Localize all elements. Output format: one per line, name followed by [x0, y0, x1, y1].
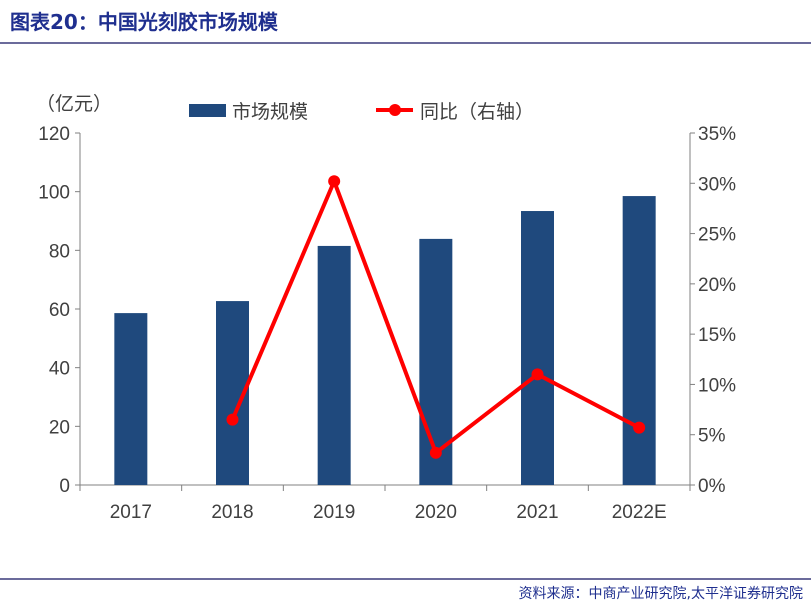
source-note: 资料来源：中商产业研究院,太平洋证券研究院 — [518, 586, 803, 602]
footer-divider — [0, 578, 811, 580]
y-tick-label: 0 — [59, 476, 70, 497]
legend-bar-swatch — [189, 104, 226, 117]
y2-tick-label: 30% — [698, 174, 736, 195]
x-tick-label: 2021 — [516, 502, 558, 523]
title-divider — [0, 42, 811, 44]
y2-tick-label: 20% — [698, 275, 736, 296]
y2-tick-label: 15% — [698, 325, 736, 346]
line-point — [633, 421, 646, 434]
y-tick-label: 80 — [49, 241, 70, 262]
y2-tick-label: 25% — [698, 225, 736, 246]
x-tick-label: 2022E — [612, 502, 667, 523]
bar — [317, 245, 351, 485]
x-tick-label: 2018 — [211, 502, 253, 523]
bar — [521, 211, 554, 485]
y-tick-label: 40 — [49, 359, 70, 380]
figure-title: 图表20：中国光刻胶市场规模 — [10, 10, 278, 34]
line-point — [531, 368, 544, 381]
x-tick-label: 2020 — [415, 502, 457, 523]
y2-tick-label: 5% — [698, 426, 726, 447]
legend-bar-label: 市场规模 — [232, 101, 308, 123]
y-tick-label: 120 — [38, 124, 70, 145]
x-tick-label: 2019 — [313, 502, 355, 523]
y2-tick-label: 10% — [698, 375, 736, 396]
x-tick-label: 2017 — [110, 502, 152, 523]
legend-line-marker — [389, 104, 401, 116]
y2-tick-label: 35% — [698, 124, 736, 145]
y2-tick-label: 0% — [698, 476, 726, 497]
line-point — [226, 413, 239, 426]
y-axis-unit: （亿元） — [36, 93, 112, 115]
bar — [114, 313, 148, 485]
y-tick-label: 20 — [49, 417, 70, 438]
y-tick-label: 60 — [49, 300, 70, 321]
y-tick-label: 100 — [38, 183, 70, 204]
legend-line-label: 同比（右轴） — [420, 101, 534, 123]
bar — [622, 196, 656, 486]
line-point — [429, 446, 442, 459]
line-point — [328, 175, 341, 188]
